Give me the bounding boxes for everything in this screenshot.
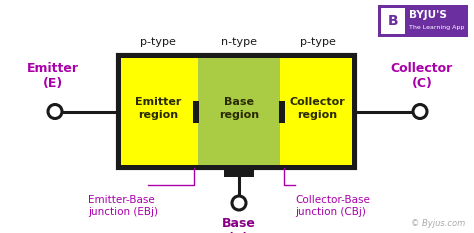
Bar bbox=[118, 55, 355, 168]
Circle shape bbox=[232, 196, 246, 210]
Text: Collector
region: Collector region bbox=[290, 97, 346, 120]
Text: BYJU'S: BYJU'S bbox=[409, 10, 447, 20]
Bar bbox=[193, 100, 199, 123]
Text: n-type: n-type bbox=[221, 37, 257, 47]
Text: Emitter
(E): Emitter (E) bbox=[27, 62, 79, 89]
Text: © Byjus.com: © Byjus.com bbox=[411, 219, 465, 228]
Text: Collector-Base
junction (CBj): Collector-Base junction (CBj) bbox=[295, 195, 370, 217]
Text: B: B bbox=[388, 14, 398, 28]
Bar bbox=[198, 58, 280, 165]
Text: p-type: p-type bbox=[300, 37, 336, 47]
Bar bbox=[121, 58, 198, 165]
Circle shape bbox=[413, 104, 427, 119]
Bar bbox=[378, 5, 468, 37]
Text: p-type: p-type bbox=[140, 37, 176, 47]
Bar bbox=[381, 8, 405, 34]
Text: Base
region: Base region bbox=[219, 97, 259, 120]
Bar bbox=[279, 100, 285, 123]
Bar bbox=[224, 165, 254, 177]
Text: Base
(B): Base (B) bbox=[222, 217, 256, 233]
Text: Collector
(C): Collector (C) bbox=[391, 62, 453, 89]
Bar bbox=[280, 58, 352, 165]
Text: The Learning App: The Learning App bbox=[409, 24, 465, 30]
Text: Emitter-Base
junction (EBj): Emitter-Base junction (EBj) bbox=[88, 195, 158, 217]
Text: Emitter
region: Emitter region bbox=[135, 97, 181, 120]
Circle shape bbox=[48, 104, 62, 119]
